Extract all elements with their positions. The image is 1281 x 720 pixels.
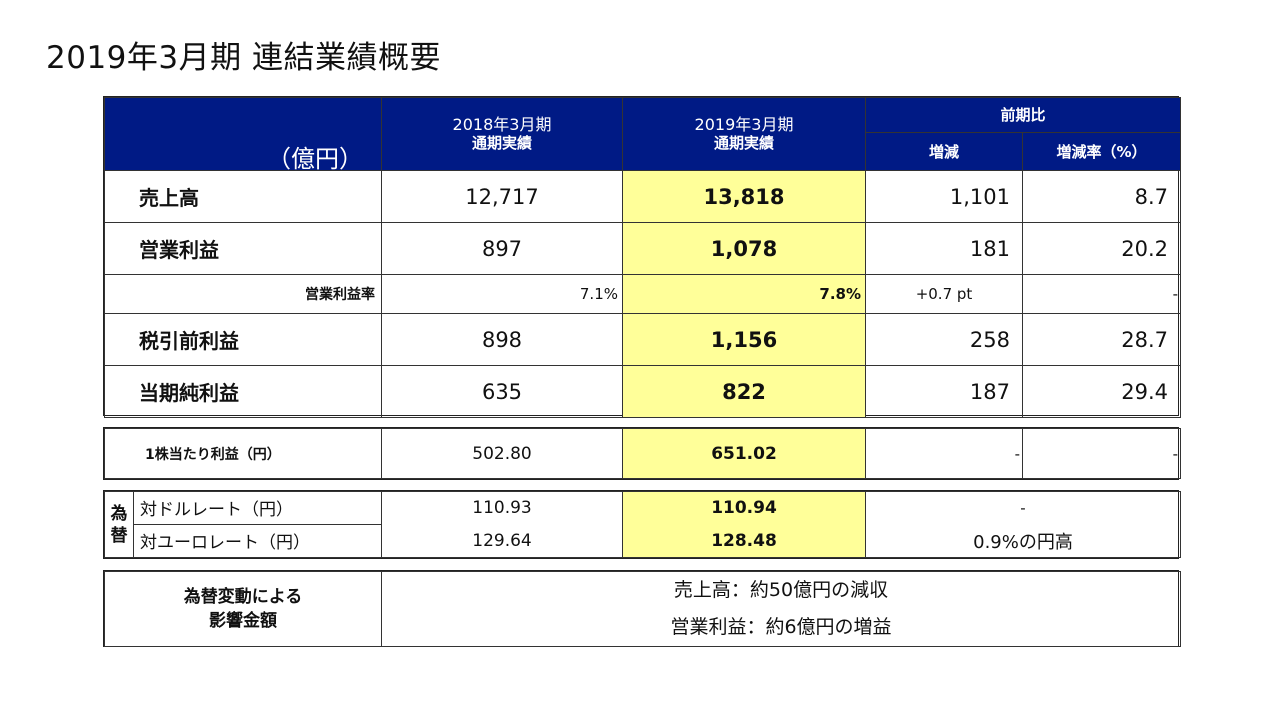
row-label: 当期純利益 <box>104 365 382 418</box>
eps-curr: 651.02 <box>622 428 866 479</box>
unit-header: （億円） <box>104 97 382 171</box>
impact-detail: 売上高：約50億円の減収 営業利益：約6億円の増益 <box>381 571 1181 647</box>
results-table: （億円） 2018年3月期 通期実績 2019年3月期 通期実績 前期比 増減 … <box>103 96 1182 418</box>
prev-value: 897 <box>381 222 623 275</box>
impact-line-operating-profit: 営業利益：約6億円の増益 <box>670 616 892 638</box>
rate-value: 29.4 <box>1021 365 1182 418</box>
fx-group-label: 為 替 <box>104 491 134 558</box>
page-title: 2019年3月期 連結業績概要 <box>46 40 441 76</box>
impact-label-1: 為替変動による <box>183 587 303 607</box>
fx-impact-table: 為替変動による 影響金額 売上高：約50億円の減収 営業利益：約6億円の増益 <box>103 570 1181 647</box>
curr-value: 822 <box>622 365 866 418</box>
diff-header: 増減 <box>865 132 1023 171</box>
prev-value: 7.1% <box>381 274 623 314</box>
eps-rate: - <box>1022 428 1181 479</box>
eur-prev: 129.64 <box>381 524 623 559</box>
prev-value: 12,717 <box>381 170 623 223</box>
table-row: 売上高 12,717 13,818 1,101 8.7 <box>104 170 1182 223</box>
eps-label: 1株当たり利益（円） <box>104 428 382 479</box>
usd-label: 対ドルレート（円） <box>133 491 382 525</box>
table-row: 営業利益率 7.1% 7.8% +0.7 pt - <box>104 274 1182 314</box>
curr-year-header-line1: 2019年3月期 <box>694 115 794 134</box>
compare-header: 前期比 <box>864 97 1182 133</box>
table-row: 営業利益 897 1,078 181 20.2 <box>104 222 1182 275</box>
prev-year-header-line2: 通期実績 <box>471 134 532 152</box>
fx-table: 為 替 対ドルレート（円） 110.93 110.94 - 対ユーロレート（円）… <box>103 490 1181 559</box>
diff-value: 1,101 <box>865 170 1023 223</box>
curr-value: 13,818 <box>622 170 866 223</box>
curr-year-header: 2019年3月期 通期実績 <box>622 97 866 171</box>
rate-value: - <box>1021 274 1182 314</box>
curr-value: 1,078 <box>622 222 866 275</box>
impact-label-2: 影響金額 <box>209 611 277 631</box>
table-row: 対ユーロレート（円） 129.64 128.48 0.9%の円高 <box>105 523 1181 559</box>
row-label: 売上高 <box>104 170 382 223</box>
eps-prev: 502.80 <box>381 428 623 479</box>
impact-label: 為替変動による 影響金額 <box>104 571 382 647</box>
prev-value: 635 <box>381 365 623 418</box>
usd-diff: - <box>865 491 1181 525</box>
row-label: 営業利益 <box>104 222 382 275</box>
row-label: 税引前利益 <box>104 313 382 366</box>
eur-label: 対ユーロレート（円） <box>133 523 382 559</box>
rate-value: 28.7 <box>1021 313 1182 366</box>
impact-line-sales: 売上高：約50億円の減収 <box>673 579 889 601</box>
diff-value: 258 <box>865 313 1023 366</box>
curr-value: 7.8% <box>622 274 866 314</box>
prev-year-header-line1: 2018年3月期 <box>452 115 552 134</box>
diff-value: 181 <box>865 222 1023 275</box>
prev-year-header: 2018年3月期 通期実績 <box>381 97 623 171</box>
eur-curr: 128.48 <box>622 524 866 559</box>
diff-value: 187 <box>865 365 1023 418</box>
curr-value: 1,156 <box>622 313 866 366</box>
rate-value: 20.2 <box>1021 222 1182 275</box>
fx-group-label-1: 為 <box>110 503 128 524</box>
usd-prev: 110.93 <box>381 491 623 525</box>
eps-diff: - <box>865 428 1023 479</box>
prev-value: 898 <box>381 313 623 366</box>
rate-value: 8.7 <box>1021 170 1182 223</box>
diff-value: +0.7 pt <box>865 274 1023 314</box>
table-row: 当期純利益 635 822 187 29.4 <box>104 365 1182 418</box>
fx-group-label-2: 替 <box>110 525 128 546</box>
table-row: 為 替 対ドルレート（円） 110.93 110.94 - <box>104 491 1181 558</box>
usd-curr: 110.94 <box>622 491 866 525</box>
eur-diff: 0.9%の円高 <box>865 524 1181 559</box>
curr-year-header-line2: 通期実績 <box>713 134 774 152</box>
eps-table: 1株当たり利益（円） 502.80 651.02 - - <box>103 427 1181 480</box>
table-row: 1株当たり利益（円） 502.80 651.02 - - <box>104 428 1181 479</box>
rate-header: 増減率（%） <box>1021 132 1182 171</box>
table-row: 税引前利益 898 1,156 258 28.7 <box>104 313 1182 366</box>
row-label: 営業利益率 <box>104 274 382 314</box>
